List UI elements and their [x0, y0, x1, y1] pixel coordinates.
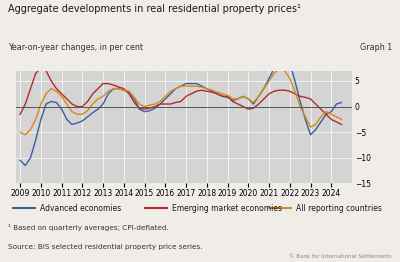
Text: Year-on-year changes, in per cent: Year-on-year changes, in per cent — [8, 43, 143, 52]
Text: ¹ Based on quarterly averages; CPI-deflated.: ¹ Based on quarterly averages; CPI-defla… — [8, 224, 169, 231]
Text: Emerging market economies: Emerging market economies — [172, 204, 282, 213]
Text: Advanced economies: Advanced economies — [40, 204, 121, 213]
Text: All reporting countries: All reporting countries — [296, 204, 382, 213]
Text: Graph 1: Graph 1 — [360, 43, 392, 52]
Text: Source: BIS selected residential property price series.: Source: BIS selected residential propert… — [8, 244, 202, 250]
Text: Aggregate developments in real residential property prices¹: Aggregate developments in real residenti… — [8, 4, 301, 14]
Text: © Bank for International Settlements: © Bank for International Settlements — [289, 254, 392, 259]
